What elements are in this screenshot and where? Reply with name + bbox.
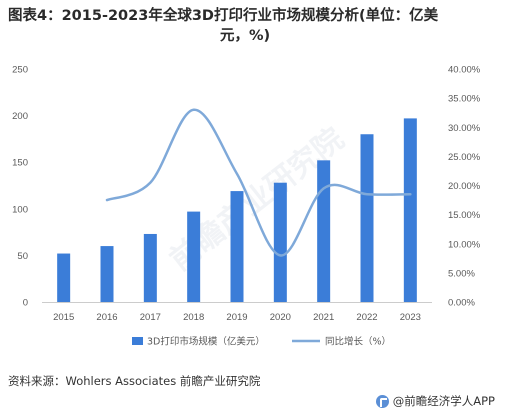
y-right-tick-label: 15.00%: [448, 210, 481, 221]
y-left-tick-label: 250: [12, 65, 28, 76]
chart-title-line2: 元，%): [220, 28, 271, 44]
axes-group: 0 50 100 150 200 250 0.00% 5.00% 10.00% 15.00% 20.…: [12, 65, 481, 324]
y-left-tick-label: 100: [12, 204, 28, 215]
y-right-tick-label: 10.00%: [448, 239, 481, 250]
bar: [230, 191, 244, 302]
y-right-tick-label: 30.00%: [448, 123, 481, 134]
bar: [57, 253, 71, 302]
y-right-tick-label: 5.00%: [448, 268, 475, 279]
source-note: 资料来源：Wohlers Associates 前瞻产业研究院: [8, 374, 261, 388]
bar: [360, 134, 374, 302]
x-tick-label: 2021: [313, 312, 334, 323]
y-right-tick-label: 25.00%: [448, 152, 481, 163]
legend-group: 3D打印市场规模（亿美元） 同比增长（%）: [132, 336, 391, 348]
x-tick-label: 2019: [226, 312, 247, 323]
bar: [403, 118, 417, 302]
x-tick-label: 2023: [400, 312, 421, 323]
brand-credit[interactable]: @前瞻经济学人APP: [375, 393, 495, 409]
chart-title: 图表4：2015-2023年全球3D打印行业市场规模分析(单位：亿美 元，%): [8, 6, 498, 46]
bar: [317, 160, 331, 302]
legend-bar-swatch: [132, 337, 143, 345]
bar: [100, 246, 114, 302]
y-right-tick-label: 40.00%: [448, 65, 481, 76]
y-left-tick-label: 0: [23, 298, 28, 309]
x-tick-label: 2020: [270, 312, 291, 323]
y-right-tick-label: 20.00%: [448, 181, 481, 192]
x-tick-label: 2022: [356, 312, 377, 323]
brand-logo-icon: [375, 394, 389, 408]
y-right-tick-label: 0.00%: [448, 298, 475, 309]
legend-line-label: 同比增长（%）: [325, 336, 391, 348]
y-left-tick-label: 150: [12, 158, 28, 169]
x-tick-label: 2017: [140, 312, 161, 323]
x-tick-label: 2016: [96, 312, 117, 323]
y-left-tick-label: 200: [12, 111, 28, 122]
x-tick-label: 2015: [53, 312, 74, 323]
growth-line: [105, 108, 412, 257]
x-tick-label: 2018: [183, 312, 204, 323]
brand-label: @前瞻经济学人APP: [392, 394, 495, 408]
bars-group: [57, 118, 417, 302]
line-group: [105, 108, 412, 257]
y-right-tick-label: 35.00%: [448, 94, 481, 105]
bar: [273, 182, 287, 302]
legend-bar-label: 3D打印市场规模（亿美元）: [147, 336, 265, 348]
chart-title-line1: 图表4：2015-2023年全球3D打印行业市场规模分析(单位：亿美: [8, 8, 439, 24]
bar: [187, 211, 201, 302]
y-left-tick-label: 50: [17, 251, 28, 262]
bar: [143, 233, 157, 302]
